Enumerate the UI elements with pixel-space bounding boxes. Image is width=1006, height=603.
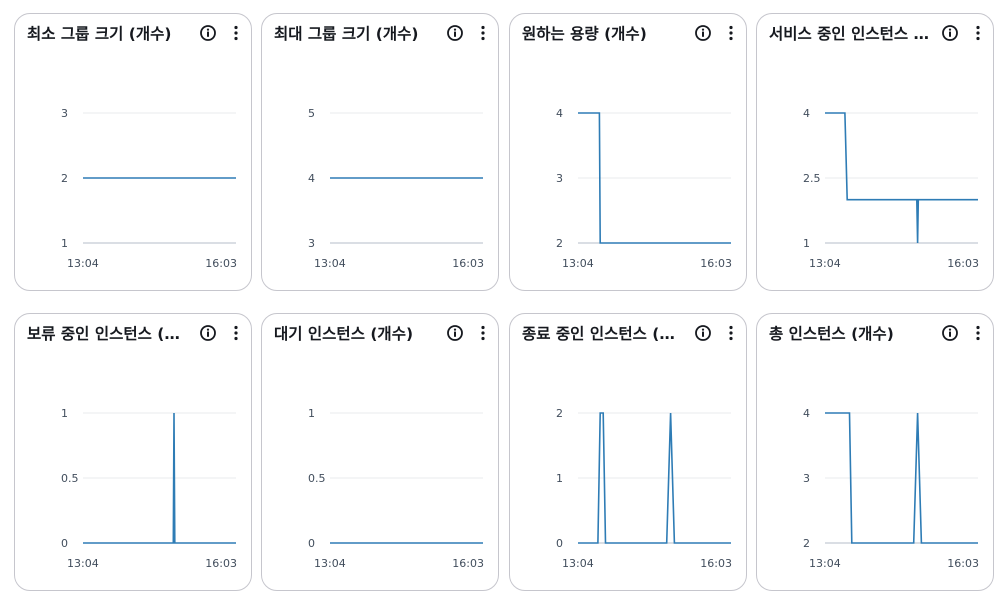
y-tick-label: 2 (61, 172, 68, 185)
x-tick-label: 16:03 (700, 557, 732, 570)
y-tick-label: 4 (803, 407, 810, 420)
y-tick-label: 0 (61, 537, 68, 550)
line-chart: 0 0.5 1 13:04 16:03 (61, 407, 237, 570)
y-tick-label: 1 (556, 472, 563, 485)
y-tick-label: 4 (308, 172, 315, 185)
series-line (578, 112, 731, 244)
line-chart: 2 3 4 13:04 16:03 (803, 407, 979, 570)
series-line (578, 412, 731, 544)
info-icon[interactable] (199, 324, 217, 342)
x-tick-label: 13:04 (314, 557, 346, 570)
metric-card: 종료 중인 인스턴스 (… 0 1 2 13:04 16:03 (509, 313, 747, 591)
y-tick-label: 3 (556, 172, 563, 185)
info-icon[interactable] (694, 324, 712, 342)
more-vertical-icon[interactable] (474, 324, 492, 342)
x-tick-label: 16:03 (947, 257, 979, 270)
y-tick-label: 1 (61, 407, 68, 420)
y-tick-label: 1 (61, 237, 68, 250)
metric-card: 서비스 중인 인스턴스 … 1 2.5 4 13:04 16:03 (756, 13, 994, 291)
y-tick-label: 3 (803, 472, 810, 485)
metric-card: 최대 그룹 크기 (개수) 3 4 5 13:04 16:03 (261, 13, 499, 291)
y-tick-label: 5 (308, 107, 315, 120)
x-tick-label: 13:04 (314, 257, 346, 270)
x-tick-label: 16:03 (205, 557, 237, 570)
x-tick-label: 16:03 (452, 257, 484, 270)
y-tick-label: 2.5 (803, 172, 821, 185)
metric-card: 대기 인스턴스 (개수) 0 0.5 1 13:04 16:03 (261, 313, 499, 591)
y-tick-label: 0 (556, 537, 563, 550)
y-tick-label: 3 (308, 237, 315, 250)
more-vertical-icon[interactable] (227, 324, 245, 342)
info-icon[interactable] (446, 324, 464, 342)
line-chart: 0 0.5 1 13:04 16:03 (308, 407, 484, 570)
info-icon[interactable] (941, 324, 959, 342)
more-vertical-icon[interactable] (722, 324, 740, 342)
metric-card: 보류 중인 인스턴스 (… 0 0.5 1 13:04 16:03 (14, 313, 252, 591)
y-tick-label: 1 (803, 237, 810, 250)
y-tick-label: 0 (308, 537, 315, 550)
y-tick-label: 4 (556, 107, 563, 120)
series-line (83, 412, 236, 544)
more-vertical-icon[interactable] (722, 24, 740, 42)
line-chart: 0 1 2 13:04 16:03 (556, 407, 732, 570)
x-tick-label: 13:04 (562, 257, 594, 270)
x-tick-label: 13:04 (67, 257, 99, 270)
series-line (825, 112, 978, 244)
metric-card: 총 인스턴스 (개수) 2 3 4 13:04 16:03 (756, 313, 994, 591)
metric-card: 최소 그룹 크기 (개수) 1 2 3 13:04 16:03 (14, 13, 252, 291)
info-icon[interactable] (199, 24, 217, 42)
y-tick-label: 3 (61, 107, 68, 120)
y-tick-label: 0.5 (308, 472, 326, 485)
line-chart: 1 2 3 13:04 16:03 (61, 107, 237, 270)
y-tick-label: 4 (803, 107, 810, 120)
y-tick-label: 1 (308, 407, 315, 420)
y-tick-label: 0.5 (61, 472, 79, 485)
x-tick-label: 13:04 (809, 257, 841, 270)
x-tick-label: 16:03 (700, 257, 732, 270)
more-vertical-icon[interactable] (227, 24, 245, 42)
info-icon[interactable] (446, 24, 464, 42)
x-tick-label: 16:03 (205, 257, 237, 270)
line-chart: 1 2.5 4 13:04 16:03 (803, 107, 979, 270)
more-vertical-icon[interactable] (969, 324, 987, 342)
info-icon[interactable] (694, 24, 712, 42)
series-line (825, 412, 978, 544)
metric-card: 원하는 용량 (개수) 2 3 4 13:04 16:03 (509, 13, 747, 291)
line-chart: 2 3 4 13:04 16:03 (556, 107, 732, 270)
line-chart: 3 4 5 13:04 16:03 (308, 107, 484, 270)
x-tick-label: 16:03 (452, 557, 484, 570)
info-icon[interactable] (941, 24, 959, 42)
x-tick-label: 16:03 (947, 557, 979, 570)
x-tick-label: 13:04 (67, 557, 99, 570)
y-tick-label: 2 (556, 407, 563, 420)
x-tick-label: 13:04 (562, 557, 594, 570)
y-tick-label: 2 (803, 537, 810, 550)
more-vertical-icon[interactable] (969, 24, 987, 42)
more-vertical-icon[interactable] (474, 24, 492, 42)
x-tick-label: 13:04 (809, 557, 841, 570)
y-tick-label: 2 (556, 237, 563, 250)
